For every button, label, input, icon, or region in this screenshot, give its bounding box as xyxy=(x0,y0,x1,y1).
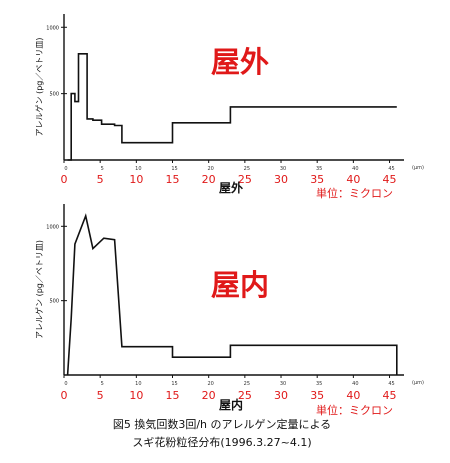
x-tick-label: 40 xyxy=(346,389,360,402)
x-axis-label: 屋内 xyxy=(219,397,243,412)
x-tick-label: 5 xyxy=(97,173,104,186)
x-axis-unit-label: (μm) xyxy=(412,380,424,386)
x-tick-label: 5 xyxy=(97,389,104,402)
x-tick-label: 10 xyxy=(129,173,143,186)
x-tick-label-small: 15 xyxy=(171,166,177,172)
x-tick-label-small: 45 xyxy=(388,381,394,387)
x-tick-label-small: 0 xyxy=(64,166,67,172)
x-tick-label-small: 0 xyxy=(64,381,67,387)
chart-outdoor: 1000 500 0 5 10 15 20 25 30 35 40 45 0 5 10 15 20 25 30 35 4… xyxy=(34,14,424,200)
x-tick-label: 15 xyxy=(166,173,180,186)
x-tick-label-small: 35 xyxy=(316,381,322,387)
unit-note: 単位：ミクロン xyxy=(316,186,393,200)
x-tick-label: 45 xyxy=(383,173,397,186)
x-tick-label-small: 30 xyxy=(280,381,286,387)
y-tick-label: 500 xyxy=(49,92,59,98)
caption-line-2: スギ花粉粒径分布(1996.3.27~4.1) xyxy=(132,435,311,449)
x-tick-label: 45 xyxy=(383,389,397,402)
y-tick-label: 1000 xyxy=(46,224,59,230)
x-tick-label: 0 xyxy=(61,389,68,402)
y-tick-label: 500 xyxy=(49,299,59,305)
x-tick-label: 35 xyxy=(310,173,324,186)
y-tick-label: 1000 xyxy=(46,25,59,31)
x-tick-label: 30 xyxy=(274,173,288,186)
x-tick-label-small: 25 xyxy=(244,166,250,172)
x-tick-label: 40 xyxy=(346,173,360,186)
series-line xyxy=(67,52,397,161)
x-tick-label-small: 10 xyxy=(135,166,141,172)
x-tick-label-small: 5 xyxy=(101,381,104,387)
x-tick-label-small: 5 xyxy=(101,166,104,172)
x-tick-label: 35 xyxy=(310,389,324,402)
x-tick-label: 20 xyxy=(202,173,216,186)
chart-indoor: 1000 500 0 5 10 15 20 25 30 35 40 45 0 5 10 15 20 25 30 35 4… xyxy=(34,204,424,417)
x-axis-unit-label: (μm) xyxy=(412,165,424,171)
x-tick-label: 30 xyxy=(274,389,288,402)
chart-title: 屋内 xyxy=(211,268,269,302)
x-tick-label: 0 xyxy=(61,173,68,186)
unit-note: 単位：ミクロン xyxy=(316,403,393,417)
x-tick-label: 25 xyxy=(238,389,252,402)
x-tick-label: 20 xyxy=(202,389,216,402)
y-axis-label: アレルゲン (pg／ペトリ皿) xyxy=(34,240,44,339)
x-tick-label-small: 15 xyxy=(171,381,177,387)
x-tick-label-small: 40 xyxy=(352,166,358,172)
x-axis-label: 屋外 xyxy=(219,180,243,195)
x-tick-label: 15 xyxy=(166,389,180,402)
x-tick-label-small: 35 xyxy=(316,166,322,172)
caption-line-1: 図5 換気回数3回/h のアレルゲン定量による xyxy=(113,417,331,431)
x-tick-label-small: 10 xyxy=(135,381,141,387)
x-tick-label-small: 25 xyxy=(244,381,250,387)
series-line xyxy=(66,213,398,376)
x-tick-label: 25 xyxy=(238,173,252,186)
x-tick-label-small: 30 xyxy=(280,166,286,172)
chart-title: 屋外 xyxy=(211,45,269,79)
x-tick-label-small: 20 xyxy=(207,166,213,172)
y-axis-label: アレルゲン (pg／ペトリ皿) xyxy=(34,38,44,137)
x-tick-label: 10 xyxy=(129,389,143,402)
x-tick-label-small: 40 xyxy=(352,381,358,387)
x-tick-label-small: 20 xyxy=(207,381,213,387)
x-tick-label-small: 45 xyxy=(388,166,394,172)
